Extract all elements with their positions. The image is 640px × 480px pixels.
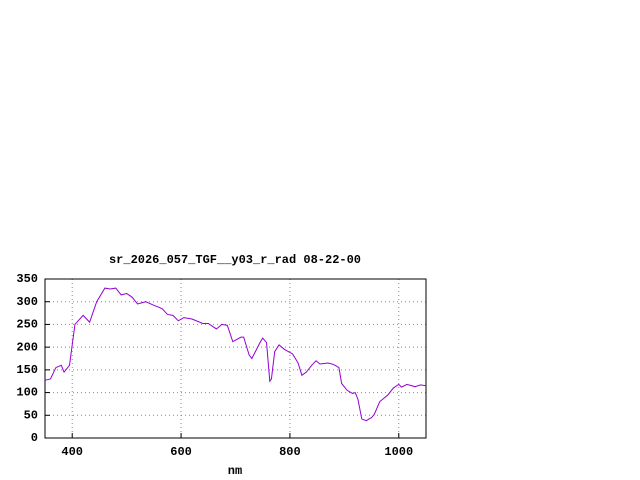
x-tick-label: 800 (279, 445, 301, 459)
x-tick-label: 600 (170, 445, 192, 459)
y-tick-label: 250 (16, 318, 38, 332)
x-tick-label: 400 (61, 445, 83, 459)
y-tick-label: 300 (16, 295, 38, 309)
data-line (44, 287, 427, 422)
y-tick-label: 50 (24, 408, 38, 422)
plot-frame (44, 278, 427, 439)
y-tick-label: 350 (16, 272, 38, 286)
x-tick-label: 1000 (384, 445, 413, 459)
y-tick-label: 150 (16, 363, 38, 377)
y-tick-label: 200 (16, 340, 38, 354)
y-tick-label: 100 (16, 386, 38, 400)
x-axis-label: nm (228, 464, 242, 478)
y-tick-label: 0 (31, 431, 38, 445)
chart-title: sr_2026_057_TGF__y03_r_rad 08-22-00 (109, 253, 361, 267)
